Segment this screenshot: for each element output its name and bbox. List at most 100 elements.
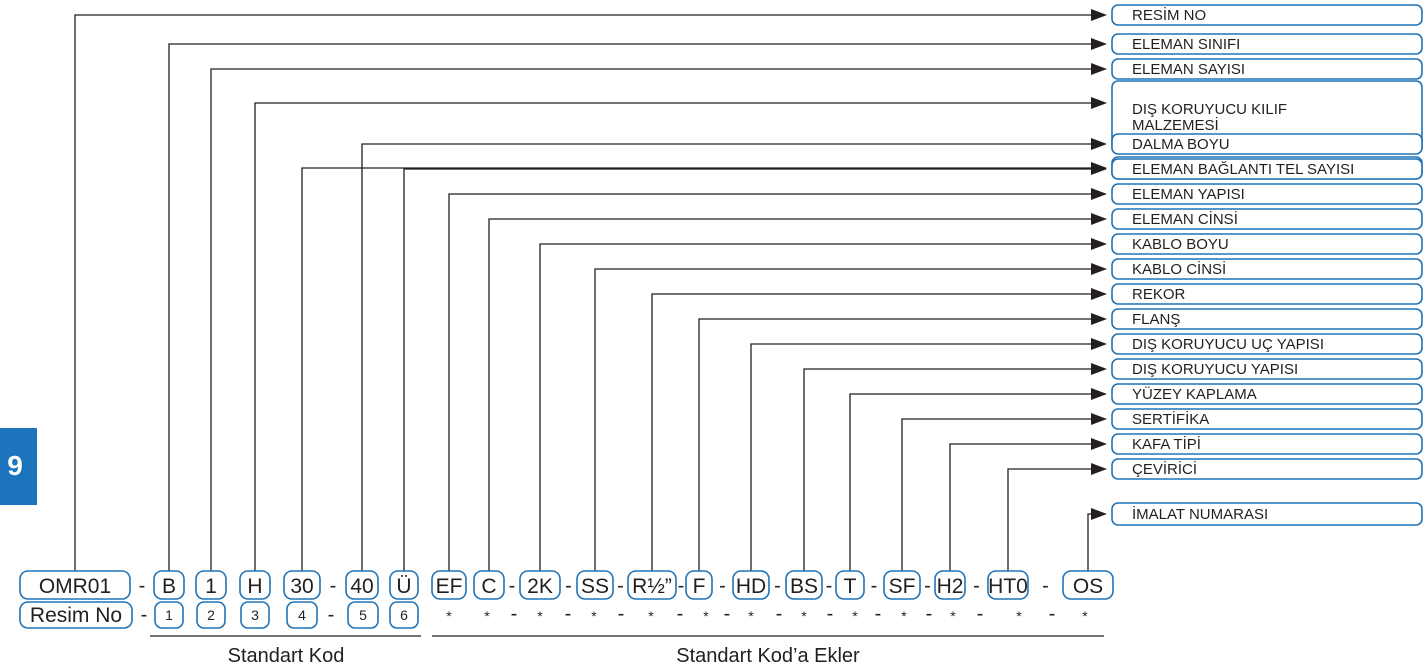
connector-line — [750, 343, 1093, 571]
label-text: KABLO CİNSİ — [1132, 260, 1226, 278]
captions: Standart Kod Standart Kod’a Ekler — [150, 635, 1104, 667]
code-box — [431, 570, 467, 600]
code-box — [345, 570, 379, 600]
code-text: T — [844, 575, 857, 598]
label-eleman-sinifi: ELEMAN SINIFI — [1111, 33, 1423, 55]
code-h: H — [239, 570, 271, 600]
code-text: HD — [736, 575, 766, 598]
label-text: DIŞ KORUYUCU UÇ YAPISI — [1132, 336, 1324, 353]
label-box — [1111, 258, 1423, 280]
label-text: KABLO BOYU — [1132, 236, 1229, 253]
connector-arrow — [1091, 188, 1107, 200]
number-3: 3 — [240, 601, 270, 629]
extras-dash: - — [827, 603, 834, 625]
connector-arrow — [1091, 463, 1107, 475]
code-separator: - — [924, 575, 931, 597]
code-text: HT0 — [988, 575, 1028, 598]
connector-line — [901, 418, 1093, 571]
code-os: OS — [1062, 570, 1114, 600]
extras-star: * — [852, 608, 858, 624]
code-box — [1062, 570, 1114, 600]
label-imalat-numarasi: İMALAT NUMARASI — [1111, 502, 1423, 526]
label-text: FLANŞ — [1132, 311, 1180, 328]
label-box — [1111, 183, 1423, 205]
code-row: OMR01 B 1 H 30 40 Ü EF C 2K SS R½” F HD BS T SF H2 HT0 OS - -… — [19, 570, 1114, 600]
label-text: ELEMAN BAĞLANTI TEL SAYISI — [1132, 161, 1354, 178]
label-box — [1111, 33, 1423, 55]
code-f: F — [685, 570, 713, 600]
label-box — [1111, 383, 1423, 405]
connector-line — [849, 393, 1093, 571]
connector-arrow — [1091, 413, 1107, 425]
number-5: 5 — [347, 601, 379, 629]
extras-dash: - — [977, 603, 984, 625]
connector-line — [1087, 513, 1093, 571]
extras-dash: - — [1049, 603, 1056, 625]
connector-arrow — [1091, 238, 1107, 250]
number-text: 6 — [400, 607, 408, 623]
label-box — [1111, 358, 1423, 380]
code-box — [519, 570, 561, 600]
code-box — [785, 570, 823, 600]
connector-arrow — [1091, 138, 1107, 150]
code-separator: - — [617, 575, 624, 597]
label-text: YÜZEY KAPLAMA — [1132, 385, 1257, 403]
extras-dash: - — [677, 603, 684, 625]
label-text: DALMA BOYU — [1132, 136, 1230, 153]
code-separator: - — [565, 575, 572, 597]
extras-star: * — [703, 608, 709, 624]
code-box — [732, 570, 770, 600]
connector-arrow — [1091, 508, 1107, 520]
code-1: 1 — [195, 570, 227, 600]
number-box — [240, 601, 270, 629]
code-text: EF — [436, 575, 463, 598]
code-text: Ü — [396, 575, 411, 598]
label-text: ELEMAN CİNSİ — [1132, 210, 1238, 228]
code-box — [283, 570, 321, 600]
code-40: 40 — [345, 570, 379, 600]
code-text: OS — [1073, 575, 1103, 598]
connector-line — [949, 443, 1093, 571]
code-text: BS — [790, 575, 818, 598]
label-eleman-cinsi: ELEMAN CİNSİ — [1111, 208, 1423, 230]
extras-star: * — [446, 608, 452, 624]
number-6: 6 — [389, 601, 419, 629]
label-box — [1111, 133, 1423, 155]
label-rekor: REKOR — [1111, 283, 1423, 305]
code-box — [19, 570, 131, 600]
connector-line — [74, 14, 1093, 571]
code-text: SS — [581, 575, 609, 598]
label-flans: FLANŞ — [1111, 308, 1423, 330]
page-number: 9 — [7, 450, 23, 481]
label-kafa-tipi: KAFA TİPİ — [1111, 433, 1423, 455]
connector-line — [210, 68, 1093, 571]
code-text: SF — [889, 575, 916, 598]
label-box — [1111, 502, 1423, 526]
label-box — [1111, 208, 1423, 230]
label-box — [1111, 158, 1423, 180]
number-box — [347, 601, 379, 629]
number-4: 4 — [286, 601, 318, 629]
code-omr01: OMR01 — [19, 570, 131, 600]
code-t: T — [835, 570, 865, 600]
connector-arrow — [1091, 338, 1107, 350]
code-text: H2 — [937, 575, 964, 598]
code-text: 40 — [350, 575, 373, 598]
label-resim-no: RESİM NO — [1111, 4, 1423, 26]
extras-dash: - — [724, 603, 731, 625]
connector-line — [803, 368, 1093, 571]
extras-marks-row: * * * * * * * * * * * * *- - - - - - - - - - - — [446, 603, 1088, 625]
code-box — [883, 570, 921, 600]
code-separator: - — [678, 575, 685, 597]
number-box — [196, 601, 226, 629]
extras-star: * — [801, 608, 807, 624]
extras-dash: - — [618, 603, 625, 625]
code-text: F — [693, 575, 706, 598]
connector-line — [698, 318, 1093, 571]
code-text: R½” — [632, 575, 672, 598]
code-box — [389, 570, 419, 600]
label-text: REKOR — [1132, 286, 1186, 303]
code-text: 30 — [290, 575, 313, 598]
number-1: 1 — [154, 601, 184, 629]
connector-arrow — [1091, 213, 1107, 225]
